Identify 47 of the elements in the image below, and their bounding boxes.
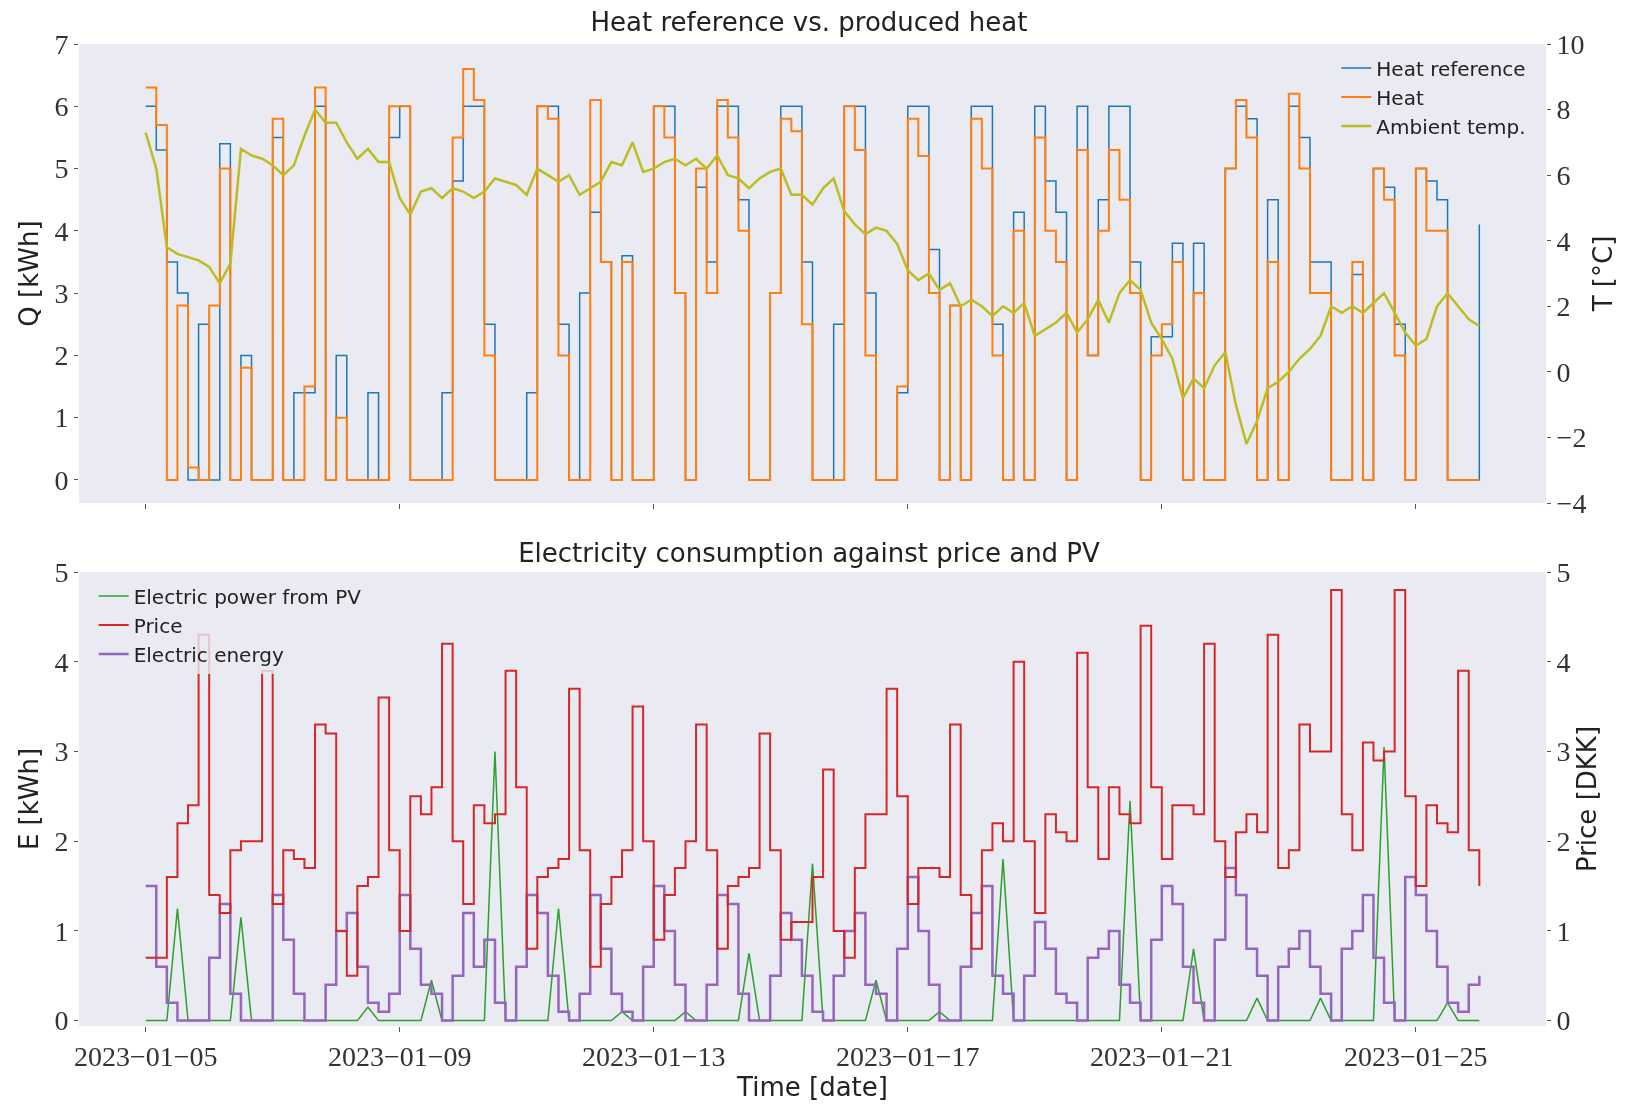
- x-tick-label: 2023−01−17: [835, 1040, 980, 1072]
- y-tick-label: 0: [54, 1005, 69, 1037]
- y-tick-label: 7: [54, 28, 69, 60]
- y-tick-label: 6: [54, 91, 69, 123]
- y-tick-label: 2: [54, 340, 69, 372]
- legend-label: Electric power from PV: [133, 584, 362, 609]
- y-tick-label: 4: [54, 215, 69, 247]
- y-tick-label: 3: [54, 277, 69, 309]
- y2-tick-label: 5: [1556, 556, 1571, 588]
- y2-axis-title: Price [DKK]: [1572, 725, 1603, 873]
- y2-tick-label: 4: [1556, 225, 1571, 257]
- y-tick-label: 0: [54, 464, 69, 496]
- y2-tick-label: 0: [1556, 1005, 1571, 1037]
- chart-title: Heat reference vs. produced heat: [590, 7, 1028, 38]
- x-tick-label: 2023−01−05: [73, 1040, 218, 1072]
- y-tick-label: 3: [54, 736, 69, 768]
- y2-tick-label: 6: [1556, 159, 1571, 191]
- y-tick-label: 5: [54, 153, 69, 185]
- y2-tick-label: −4: [1556, 487, 1587, 519]
- legend-label: Heat reference: [1376, 56, 1526, 81]
- y2-tick-label: 8: [1556, 94, 1571, 126]
- y2-tick-label: 0: [1556, 356, 1571, 388]
- x-tick-label: 2023−01−09: [327, 1040, 472, 1072]
- x-tick-label: 2023−01−13: [581, 1040, 726, 1072]
- y2-tick-label: 3: [1556, 736, 1571, 768]
- chart-title: Electricity consumption against price and PV: [518, 538, 1101, 569]
- x-tick-label: 2023−01−21: [1089, 1040, 1234, 1072]
- y-tick-label: 1: [54, 402, 69, 434]
- y2-tick-label: 2: [1556, 291, 1571, 323]
- legend-label: Ambient temp.: [1376, 114, 1526, 139]
- y-tick-label: 1: [54, 915, 69, 947]
- y-tick-label: 4: [54, 646, 69, 678]
- legend-label: Price: [133, 613, 183, 638]
- y-axis-title: Q [kWh]: [13, 220, 44, 327]
- y-tick-label: 2: [54, 825, 69, 857]
- y2-tick-label: 4: [1556, 646, 1571, 678]
- y2-tick-label: 1: [1556, 915, 1571, 947]
- legend-label: Electric energy: [133, 642, 284, 667]
- y2-tick-label: −2: [1556, 422, 1587, 454]
- x-tick-label: 2023−01−25: [1344, 1040, 1488, 1072]
- x-axis-title: Time [date]: [736, 1071, 888, 1102]
- y2-axis-title: T [°C]: [1588, 235, 1619, 313]
- y2-tick-label: 2: [1556, 825, 1571, 857]
- y-tick-label: 5: [54, 556, 69, 588]
- y2-tick-label: 10: [1556, 28, 1585, 60]
- y-axis-title: E [kWh]: [13, 747, 44, 851]
- legend-label: Heat: [1376, 85, 1424, 110]
